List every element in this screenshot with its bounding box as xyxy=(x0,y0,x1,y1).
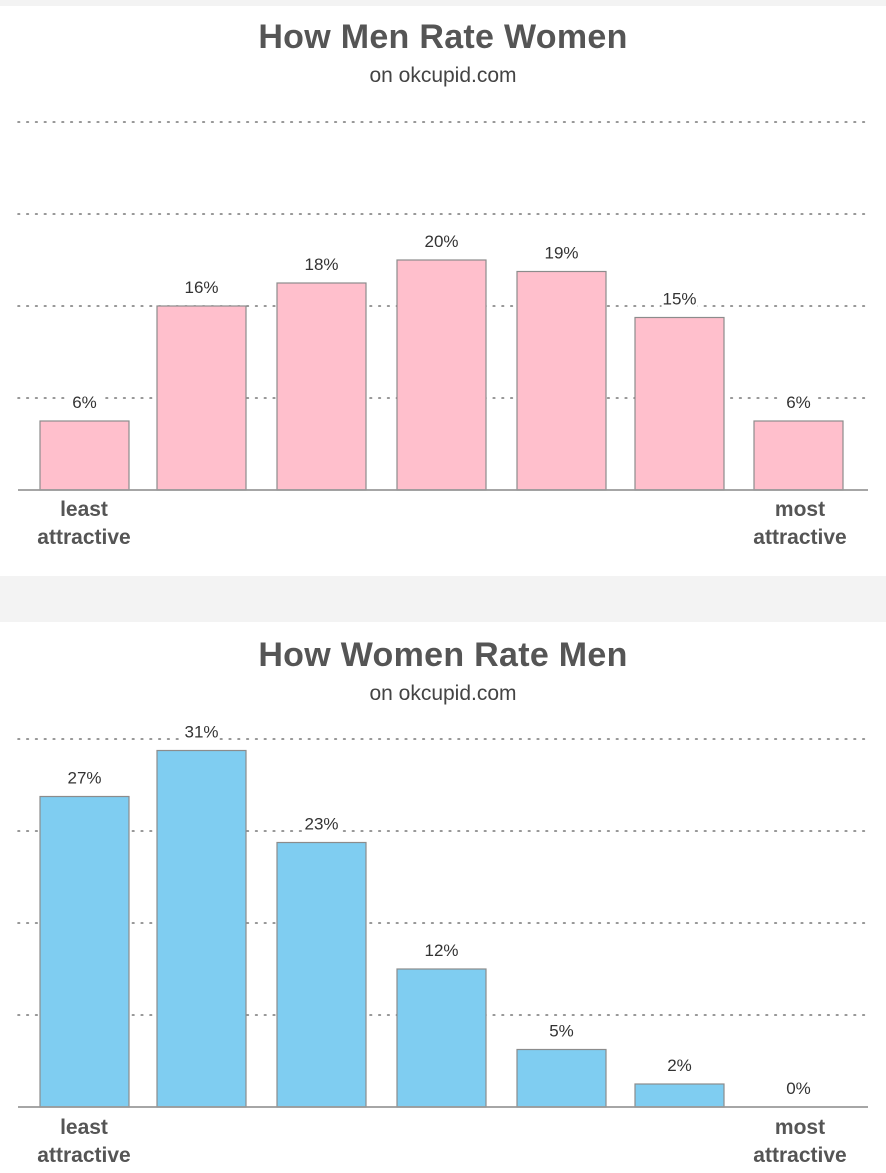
x-axis-label-right: most attractive xyxy=(730,496,870,552)
chart-panel-women-rate-men: How Women Rate Men on okcupid.com 27% 31%… xyxy=(0,622,886,1173)
x-axis-label-right-line2: attractive xyxy=(753,1144,847,1167)
bar xyxy=(276,282,367,491)
chart-title: How Men Rate Women xyxy=(258,18,628,56)
x-axis-label-right-line1: most xyxy=(774,1116,826,1139)
x-axis-label-right-line1: most xyxy=(774,498,826,521)
value-label: 5% xyxy=(549,1022,574,1041)
chart-title: How Women Rate Men xyxy=(258,636,628,674)
x-axis-label-left-line2: attractive xyxy=(37,526,131,549)
x-axis-label-left: least attractive xyxy=(14,1114,154,1170)
value-label-bg xyxy=(661,1054,698,1076)
x-axis-label-left: least attractive xyxy=(14,496,154,552)
value-label: 23% xyxy=(304,815,338,834)
value-label: 18% xyxy=(304,255,338,274)
bar xyxy=(276,841,367,1108)
bar xyxy=(516,1048,607,1108)
value-label: 15% xyxy=(662,290,696,309)
value-label: 6% xyxy=(786,393,811,412)
bar xyxy=(156,749,247,1108)
value-label-bg xyxy=(183,720,220,743)
value-label: 19% xyxy=(544,244,578,263)
value-label: 2% xyxy=(667,1056,692,1075)
x-axis-label-right: most attractive xyxy=(730,1114,870,1170)
x-axis-label-left-line1: least xyxy=(60,1116,108,1139)
bar xyxy=(516,270,607,491)
bar xyxy=(634,316,725,491)
top-strip xyxy=(0,0,886,6)
value-label-bg xyxy=(303,253,340,275)
value-label: 0% xyxy=(786,1079,811,1098)
panel-separator xyxy=(0,576,886,622)
bar xyxy=(753,420,844,491)
value-label-bg xyxy=(183,276,220,298)
value-label-bg xyxy=(661,287,698,310)
value-label-bg xyxy=(66,766,103,789)
value-label-bg xyxy=(423,939,460,961)
chart-panel-men-rate-women: How Men Rate Women on okcupid.com 6% 16% 1… xyxy=(0,0,886,576)
value-label-bg xyxy=(66,391,103,413)
value-label: 16% xyxy=(184,278,218,297)
bar xyxy=(634,1083,725,1108)
value-label-bg xyxy=(423,230,460,252)
bar xyxy=(396,968,487,1108)
value-label: 20% xyxy=(424,232,458,251)
chart-subtitle: on okcupid.com xyxy=(369,682,517,705)
bar xyxy=(39,420,130,491)
chart-subtitle: on okcupid.com xyxy=(369,64,517,87)
value-label-bg xyxy=(543,241,580,264)
value-label: 27% xyxy=(67,769,101,788)
bar-chart-men-rate-women: 6% 16% 18% 20% 19% 15% 6% xyxy=(17,121,869,491)
x-axis-label-left-line1: least xyxy=(60,498,108,521)
value-label-bg xyxy=(780,1077,817,1099)
bar xyxy=(396,259,487,491)
x-axis-label-left-line2: attractive xyxy=(37,1144,131,1167)
value-label-bg xyxy=(543,1019,580,1042)
x-axis-label-right-line2: attractive xyxy=(753,526,847,549)
bar xyxy=(156,305,247,491)
bar-chart-women-rate-men: 27% 31% 23% 12% 5% 2% 0% xyxy=(17,720,869,1108)
value-label: 12% xyxy=(424,941,458,960)
value-label-bg xyxy=(303,812,340,835)
value-label: 6% xyxy=(72,393,97,412)
value-label-bg xyxy=(780,391,817,413)
bar xyxy=(39,795,130,1108)
value-label: 31% xyxy=(184,723,218,742)
